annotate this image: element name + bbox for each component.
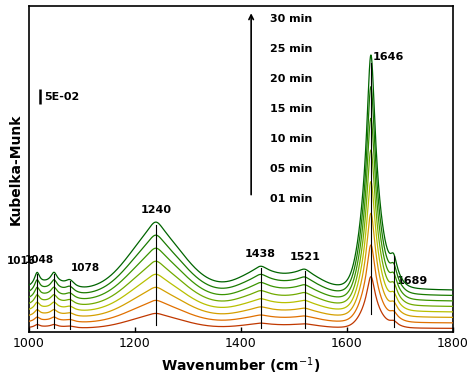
Text: 1521: 1521 bbox=[289, 252, 320, 262]
Text: 1438: 1438 bbox=[245, 249, 276, 259]
Text: 20 min: 20 min bbox=[270, 74, 312, 84]
Text: 1048: 1048 bbox=[24, 256, 54, 265]
Text: 15 min: 15 min bbox=[270, 104, 312, 114]
X-axis label: Wavenumber (cm$^{-1}$): Wavenumber (cm$^{-1}$) bbox=[161, 356, 320, 376]
Text: 1646: 1646 bbox=[373, 52, 404, 62]
Text: 10 min: 10 min bbox=[270, 134, 312, 144]
Text: 1016: 1016 bbox=[7, 256, 36, 265]
Text: 25 min: 25 min bbox=[270, 44, 312, 54]
Text: 1689: 1689 bbox=[396, 276, 428, 286]
Text: 5E-02: 5E-02 bbox=[45, 92, 80, 102]
Y-axis label: Kubelka-Munk: Kubelka-Munk bbox=[9, 113, 23, 225]
Text: 01 min: 01 min bbox=[270, 194, 312, 204]
Text: 30 min: 30 min bbox=[270, 14, 312, 24]
Text: 05 min: 05 min bbox=[270, 164, 312, 174]
Text: 1240: 1240 bbox=[140, 205, 171, 215]
Text: 1078: 1078 bbox=[71, 263, 100, 273]
